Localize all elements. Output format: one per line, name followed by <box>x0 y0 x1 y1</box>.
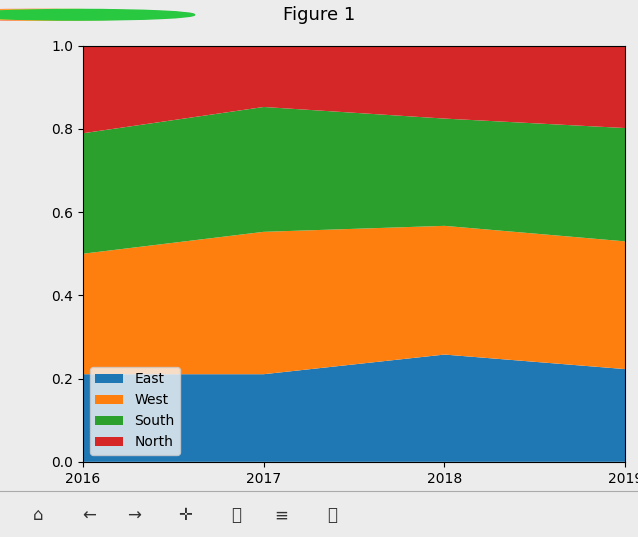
Text: ✛: ✛ <box>178 506 192 524</box>
Text: ⌂: ⌂ <box>33 506 43 524</box>
Text: Figure 1: Figure 1 <box>283 6 355 24</box>
Text: →: → <box>127 506 141 524</box>
Text: ←: ← <box>82 506 96 524</box>
Circle shape <box>0 10 195 20</box>
Text: 🔍: 🔍 <box>231 506 241 524</box>
Circle shape <box>0 10 169 20</box>
Text: 💾: 💾 <box>327 506 337 524</box>
Text: ≡: ≡ <box>274 506 288 524</box>
Legend: East, West, South, North: East, West, South, North <box>90 367 180 455</box>
Circle shape <box>0 10 144 20</box>
